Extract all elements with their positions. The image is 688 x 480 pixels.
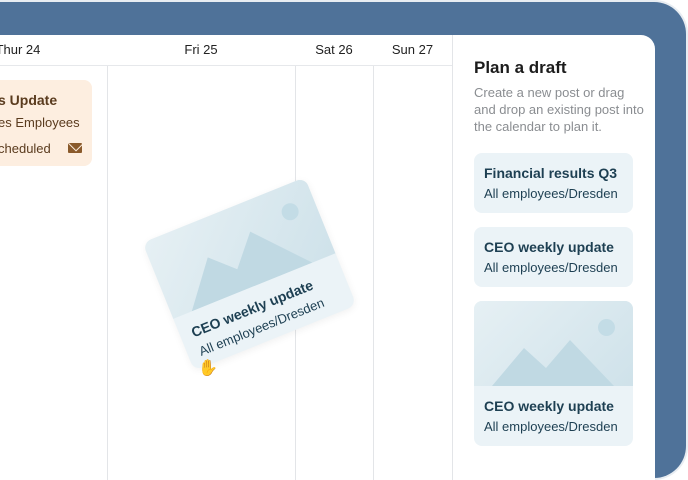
dragged-draft-card[interactable]: CEO weekly update All employees/Dresden	[142, 177, 357, 371]
draft-card[interactable]: Financial results Q3 All employees/Dresd…	[474, 153, 633, 213]
grab-cursor-icon: ✋	[198, 360, 218, 377]
draft-audience: All employees/Dresden	[484, 186, 618, 201]
plan-draft-panel: Plan a draft Create a new post or drag a…	[452, 35, 655, 480]
day-header-sun: Sun 27	[391, 42, 434, 57]
day-header-thu: Thur 24	[0, 42, 41, 57]
column-divider	[107, 66, 108, 480]
day-header-sat: Sat 26	[315, 42, 353, 57]
image-placeholder-icon	[142, 177, 336, 319]
day-header-fri: Fri 25	[184, 42, 218, 57]
draft-title: Financial results Q3	[484, 165, 618, 181]
panel-description: Create a new post or drag and drop an ex…	[474, 85, 644, 134]
draft-audience: All employees/Dresden	[484, 260, 618, 275]
calendar-event[interactable]: s Update es Employees cheduled	[0, 80, 92, 166]
column-divider	[373, 66, 374, 480]
event-audience: es Employees	[0, 115, 80, 130]
draft-card[interactable]: CEO weekly update All employees/Dresden	[474, 227, 633, 287]
image-placeholder-icon	[474, 301, 633, 386]
draft-title: CEO weekly update	[484, 398, 614, 414]
mail-icon	[68, 143, 82, 153]
event-status: cheduled	[0, 141, 51, 156]
calendar-header: Thur 24 Fri 25 Sat 26 Sun 27	[0, 35, 452, 66]
event-title: s Update	[0, 92, 58, 108]
draft-card[interactable]: CEO weekly update All employees/Dresden	[474, 301, 633, 446]
draft-title: CEO weekly update	[484, 239, 614, 255]
panel-title: Plan a draft	[474, 58, 567, 77]
draft-audience: All employees/Dresden	[484, 419, 618, 434]
